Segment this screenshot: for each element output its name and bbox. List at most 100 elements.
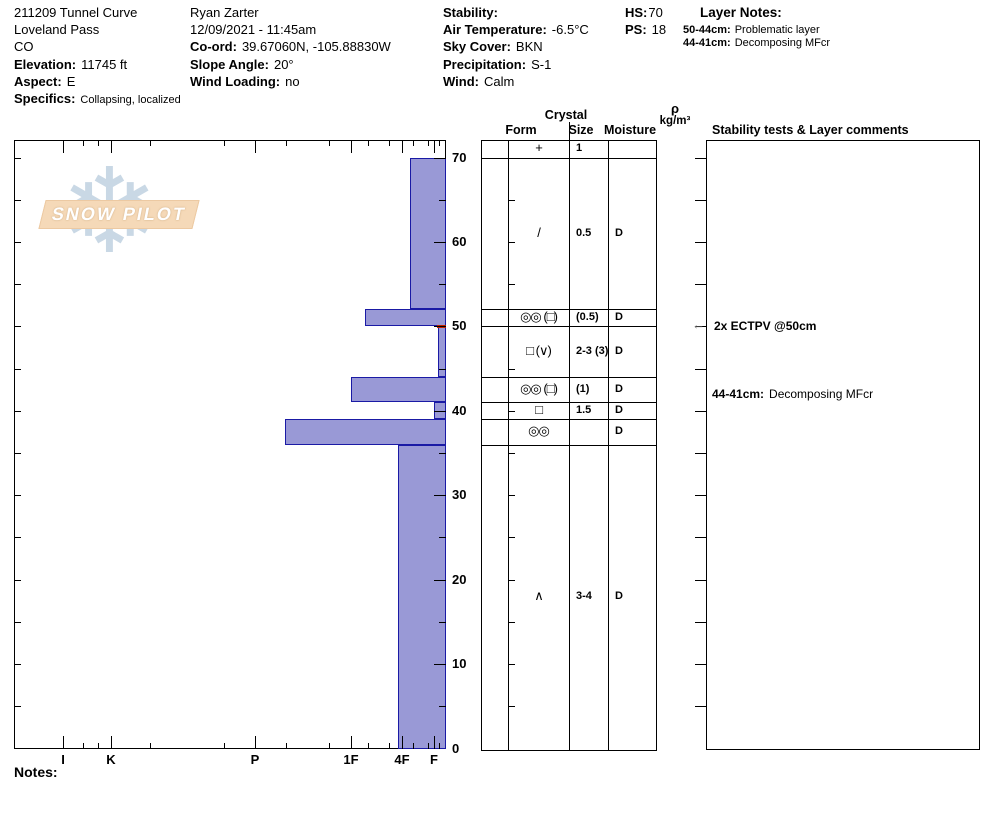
depth-axis-label: 70 [452,150,467,165]
ps-value: 18 [651,22,667,38]
hardness-tick-major [434,140,435,153]
depth-axis-label: 30 [452,487,467,502]
hs-value: 70 [648,5,663,20]
moisture-cell: D [615,383,623,395]
wind-loading-value: no [285,73,300,89]
depth-tick-left [15,200,21,201]
aspect-label: Aspect: [14,73,62,89]
hardness-tick-minor [389,140,390,146]
elevation-line: Elevation: 11745 ft [14,56,181,73]
aspect-value: E [66,73,76,89]
crystal-size-cell: 2-3 (3) [576,345,609,357]
snowpilot-logo-text: SNOW PILOT [50,204,189,224]
depth-tick-form-col [509,580,515,581]
crystal-size-cell: (0.5) [576,311,599,323]
layer-notes-title: Layer Notes: [700,5,782,20]
depth-tick-comments [695,242,706,243]
depth-axis-label: 40 [452,403,467,418]
depth-tick-comments [695,580,706,581]
wind-loading-line: Wind Loading: no [190,73,391,90]
stability-label: Stability: [443,5,498,20]
comments-header: Stability tests & Layer comments [712,123,909,137]
hardness-tick-minor [368,743,369,749]
depth-axis-label: 50 [452,318,467,333]
hs-line: HS:70 [625,4,666,21]
precip-value: S-1 [531,56,552,72]
hardness-tick-minor [224,743,225,749]
depth-tick-left [15,537,21,538]
depth-tick-right [439,537,446,538]
depth-tick-form-col [509,242,515,243]
hardness-tick-minor [286,743,287,749]
depth-tick-right [439,284,446,285]
table-grid-h [481,309,657,310]
hardness-tick-minor [150,743,151,749]
wind-loading-label: Wind Loading: [190,73,281,89]
hardness-tick-major [434,736,435,749]
hardness-tick-major [402,736,403,749]
notes-label: Notes: [14,764,58,780]
depth-axis-label: 60 [452,234,467,249]
hardness-tick-minor [83,743,84,749]
hardness-tick-major [63,736,64,749]
precip-label: Precipitation: [443,56,527,72]
depth-tick-left [15,242,21,243]
hardness-axis-label: F [430,752,438,767]
hardness-axis-label: I [61,752,65,767]
hardness-bar [365,309,446,326]
coord-value: 39.67060N, -105.88830W [241,39,391,55]
depth-tick-right [439,369,446,370]
pit-area: Loveland Pass [14,22,100,38]
specifics-label: Specifics: [14,91,76,107]
pit-state: CO [14,39,34,55]
hardness-bar [285,419,446,445]
depth-tick-comments [695,706,706,707]
crystal-form-cell: + [535,140,543,155]
hardness-axis-label: K [106,752,116,767]
hardness-tick-minor [150,140,151,146]
slope-angle-value: 20° [273,56,294,72]
hardness-tick-major [255,736,256,749]
layer-note: 44-41cm: Decomposing MFcr [683,37,830,50]
ect-arrow-icon: ← [692,317,705,332]
pit-title: 211209 Tunnel Curve [14,5,138,20]
header-observer-block: Ryan Zarter 12/09/2021 - 11:45am Co-ord:… [190,4,391,90]
depth-tick-right [434,580,446,581]
ps-label: PS: [625,22,647,38]
depth-tick-left [15,664,21,665]
header-weather-block: Stability: Air Temperature: -6.5°C Sky Co… [443,4,589,90]
hardness-tick-major [63,140,64,153]
hardness-tick-minor [413,140,414,146]
moisture-cell: D [615,345,623,357]
depth-tick-left [15,453,21,454]
depth-tick-form-col [509,369,515,370]
coord-label: Co-ord: [190,39,237,55]
sky-cover-label: Sky Cover: [443,39,511,55]
air-temp-line: Air Temperature: -6.5°C [443,21,589,38]
stability-comments-box [706,140,980,750]
depth-axis-label: 10 [452,656,467,671]
wind-label: Wind: [443,73,479,89]
depth-tick-comments [695,453,706,454]
layer-note-text: Problematic layer [734,24,820,36]
crystal-form-cell: □ [535,402,543,417]
depth-tick-comments [695,284,706,285]
density-header: ρ [670,101,680,116]
stability-test-annotation: 2x ECTPV @50cm [714,319,817,333]
crystal-form-cell: / [537,225,541,240]
depth-tick-left [15,326,21,327]
moisture-cell: D [615,590,623,602]
sky-cover-line: Sky Cover: BKN [443,38,589,55]
layer-notes-title-block: Layer Notes: [700,4,782,21]
moisture-cell: D [615,311,623,323]
hardness-bar [410,158,446,309]
depth-tick-comments [695,326,706,327]
depth-tick-right [434,242,446,243]
depth-tick-comments [695,369,706,370]
hardness-tick-minor [428,140,429,146]
elevation-label: Elevation: [14,56,77,72]
crystal-size-cell: 1 [576,142,583,154]
aspect-line: Aspect: E [14,73,181,90]
depth-tick-form-col [509,200,515,201]
